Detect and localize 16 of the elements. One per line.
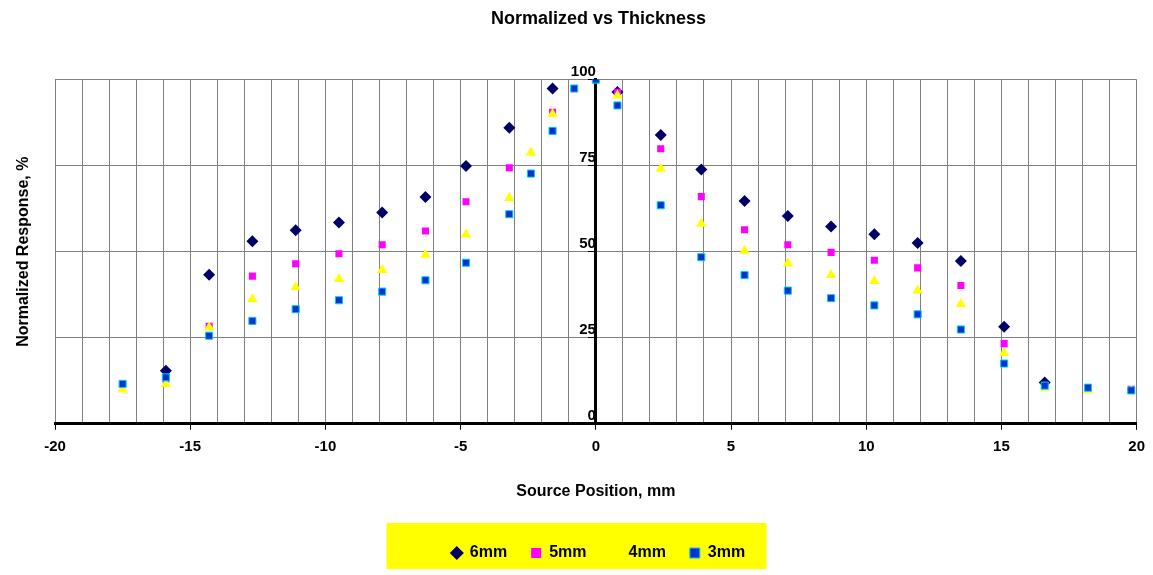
text: 4mm [628, 543, 666, 561]
y-tick-label: 100 [570, 61, 596, 79]
x-tick-label: -20 [44, 436, 66, 454]
y-axis-title: Normalized Response, % [14, 156, 32, 347]
x-tick-label: 20 [1128, 436, 1145, 454]
x-tick-label: -5 [453, 436, 468, 454]
x-tick-label: -15 [179, 436, 202, 454]
x-tick-label: 15 [993, 436, 1010, 454]
chart-title: Normalized vs Thickness [490, 7, 707, 28]
legend-label: 5mm [549, 543, 587, 561]
x-tick-label: 5 [726, 436, 736, 454]
x-axis-title: Source Position, mm [516, 481, 676, 499]
legend-label: 6mm [469, 543, 508, 561]
x-tick-label: -10 [314, 436, 337, 454]
legend-label: 3mm [707, 543, 746, 561]
x-tick-label: 10 [857, 436, 875, 454]
